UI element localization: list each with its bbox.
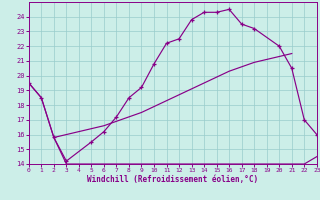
X-axis label: Windchill (Refroidissement éolien,°C): Windchill (Refroidissement éolien,°C) <box>87 175 258 184</box>
